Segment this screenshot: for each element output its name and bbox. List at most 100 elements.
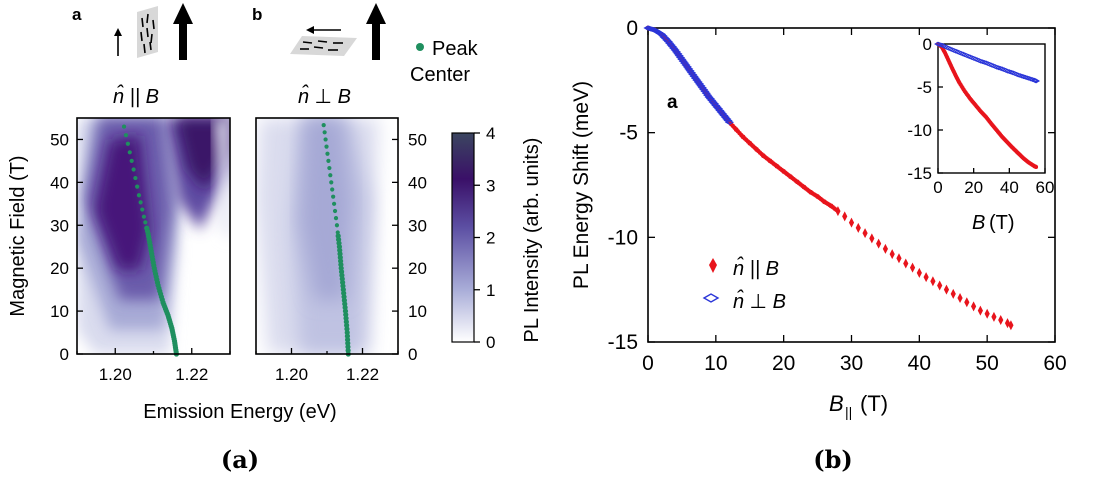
x-tick-label: 60 bbox=[1043, 352, 1066, 375]
peak-center-legend-line2: Center bbox=[410, 64, 470, 86]
series-parallel-point bbox=[984, 308, 990, 319]
peak-center-point bbox=[325, 151, 330, 156]
inset-y-tick-label: -15 bbox=[907, 164, 932, 183]
peak-center-point bbox=[332, 201, 337, 206]
y-tick-label: 30 bbox=[408, 216, 427, 235]
y-tick-label: 20 bbox=[50, 259, 69, 278]
panel-b-schematic bbox=[290, 26, 357, 56]
colorbar-label: PL Intensity (arb. units) bbox=[521, 138, 543, 343]
main-legend: n̂ || B n̂ ⊥ B bbox=[702, 257, 786, 313]
peak-center-point bbox=[144, 225, 150, 231]
peak-center-point bbox=[138, 200, 143, 205]
series-parallel-point bbox=[876, 238, 882, 249]
legend-marker-parallel bbox=[709, 258, 717, 273]
peak-center-point bbox=[328, 173, 333, 178]
series-parallel-point bbox=[937, 280, 943, 291]
series-parallel-point bbox=[964, 297, 970, 308]
series-parallel-point bbox=[842, 211, 848, 222]
x-tick-label: 1.22 bbox=[346, 365, 379, 384]
series-parallel-point bbox=[971, 301, 977, 312]
series-parallel-point bbox=[869, 233, 875, 244]
peak-center-point bbox=[121, 124, 127, 129]
main-xlabel: B || (T) bbox=[829, 391, 888, 420]
x-tick-label: 0 bbox=[642, 352, 654, 375]
y-tick-label: -10 bbox=[608, 226, 638, 249]
peak-center-point bbox=[135, 184, 140, 189]
y-tick-label: 10 bbox=[408, 302, 427, 321]
peak-center-point bbox=[327, 165, 332, 171]
y-tick-label: 0 bbox=[626, 17, 638, 40]
y-tick-label: 10 bbox=[50, 302, 69, 321]
series-parallel-point bbox=[923, 272, 929, 283]
series-parallel-point bbox=[889, 249, 895, 260]
inset-x-tick-label: 40 bbox=[1000, 178, 1019, 197]
series-parallel-point bbox=[848, 217, 855, 228]
y-tick-label: 50 bbox=[408, 130, 427, 149]
heatmap-xlabel: Emission Energy (eV) bbox=[143, 401, 336, 423]
peak-center-point bbox=[334, 223, 340, 228]
peak-center-point bbox=[140, 207, 145, 212]
x-tick-label: 40 bbox=[908, 352, 931, 375]
heatmap-b bbox=[256, 118, 398, 354]
peak-center-point bbox=[330, 187, 335, 192]
inset-x-tick-label: 0 bbox=[933, 178, 942, 197]
colorbar-tick-label: 1 bbox=[486, 281, 495, 300]
y-tick-label: 40 bbox=[50, 173, 69, 192]
inset-xlabel: B (T) bbox=[972, 212, 1015, 234]
x-tick-label: 20 bbox=[772, 352, 795, 375]
peak-center-point bbox=[335, 233, 341, 239]
inset-y-tick-label: -10 bbox=[907, 121, 932, 140]
series-parallel-point bbox=[977, 305, 983, 316]
y-tick-label: 20 bbox=[408, 259, 427, 278]
field-arrow-a bbox=[173, 3, 193, 60]
peak-center-point bbox=[322, 130, 327, 135]
peak-center-point bbox=[329, 180, 334, 185]
peak-center-point bbox=[136, 193, 142, 198]
peak-center-point bbox=[326, 158, 331, 164]
peak-center-point bbox=[125, 141, 130, 146]
y-tick-label: 40 bbox=[408, 173, 427, 192]
inset-x-tick-label: 20 bbox=[964, 178, 983, 197]
x-tick-label: 10 bbox=[704, 352, 727, 375]
series-parallel-point bbox=[957, 293, 963, 304]
series-parallel-point bbox=[882, 243, 889, 254]
field-arrow-b bbox=[366, 3, 386, 60]
svg-text:(T): (T) bbox=[989, 212, 1015, 234]
legend-label-parallel: n̂ || B bbox=[733, 257, 779, 280]
main-panel-label: a bbox=[667, 92, 678, 113]
peak-center-point bbox=[141, 214, 147, 219]
peak-center-point bbox=[127, 150, 132, 155]
svg-text:B: B bbox=[972, 212, 985, 234]
peak-center-legend-marker bbox=[416, 43, 424, 51]
series-perp-point bbox=[724, 119, 735, 125]
peak-center-point bbox=[133, 175, 138, 181]
main-plot-data bbox=[643, 25, 1014, 331]
panel-b-label: b bbox=[252, 5, 262, 24]
colorbar-tick-label: 4 bbox=[486, 124, 495, 143]
peak-center-point bbox=[323, 137, 328, 142]
heatmap-ylabel: Magnetic Field (T) bbox=[7, 155, 29, 316]
series-parallel-point bbox=[998, 315, 1004, 326]
y-tick-label: -5 bbox=[619, 122, 638, 145]
series-parallel-point bbox=[1008, 320, 1014, 331]
y-tick-label: 50 bbox=[50, 130, 69, 149]
colorbar-tick-label: 2 bbox=[486, 229, 495, 248]
inset-x-tick-label: 60 bbox=[1036, 178, 1055, 197]
panel-a-schematic bbox=[114, 6, 158, 58]
peak-center-legend-line1: Peak bbox=[432, 38, 479, 60]
legend-label-perp: n̂ ⊥ B bbox=[733, 290, 786, 313]
peak-center-point bbox=[321, 123, 326, 128]
series-parallel-point bbox=[909, 262, 916, 273]
main-ylabel: PL Energy Shift (meV) bbox=[570, 81, 593, 289]
peak-center-point bbox=[131, 167, 136, 172]
peak-center-point bbox=[335, 230, 340, 235]
y-tick-label: 0 bbox=[408, 345, 417, 364]
orientation-label-b: n̂ ⊥ B bbox=[298, 85, 351, 108]
x-tick-label: 1.22 bbox=[175, 365, 208, 384]
series-parallel-point bbox=[943, 284, 950, 295]
series-parallel-point bbox=[862, 228, 868, 239]
inset-data bbox=[934, 41, 1041, 169]
series-parallel-point bbox=[903, 258, 909, 269]
peak-center-point bbox=[332, 208, 338, 214]
